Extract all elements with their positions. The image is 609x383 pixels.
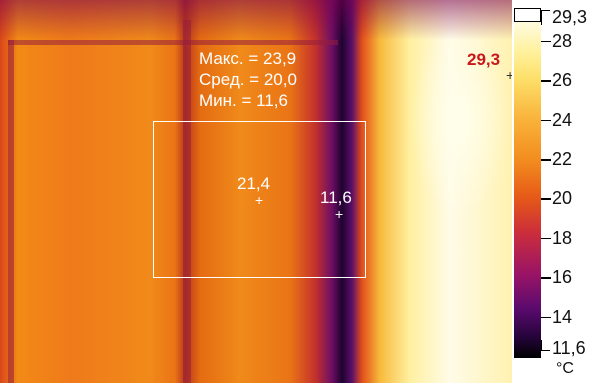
image-shading: [0, 0, 512, 40]
scale-tick: [541, 119, 551, 122]
colorbar: [514, 8, 541, 358]
scale-tick: [541, 277, 551, 279]
scale-min-label: 11,6: [552, 338, 586, 358]
scale-max-bracket: [541, 10, 550, 25]
temperature-scale: 29,3 28 26 24 22 20 18 16 14 11,6 °C: [512, 0, 609, 383]
scale-min-bracket: [541, 340, 550, 351]
scale-tick-label: 24: [552, 109, 573, 130]
scale-tick-label: 14: [552, 306, 573, 327]
cold-spot-crosshair-icon[interactable]: +: [335, 206, 344, 222]
scale-tick: [541, 159, 551, 161]
hot-spot-label: 29,3: [467, 50, 501, 69]
stat-min: Мин. = 11,6: [199, 91, 288, 110]
hot-spot-crosshair-icon[interactable]: +: [506, 67, 512, 83]
roi-stats: Макс. = 23,9 Сред. = 20,0 Мин. = 11,6: [199, 48, 297, 111]
scale-tick-label: 16: [552, 267, 573, 288]
scale-tick-label: 18: [552, 227, 573, 248]
scale-tick: [541, 80, 551, 82]
scale-tick: [541, 316, 551, 319]
stat-avg: Сред. = 20,0: [199, 70, 297, 89]
window-frame-middle: [183, 20, 191, 383]
cold-spot-label: 11,6: [320, 188, 352, 207]
scale-tick-label: 20: [552, 188, 573, 209]
scale-tick-label: 22: [552, 149, 573, 170]
scale-tick-label: 26: [552, 70, 573, 91]
roi-rectangle[interactable]: [153, 121, 366, 278]
scale-tick-label: 28: [552, 30, 573, 51]
scale-tick: [541, 40, 551, 43]
window-frame-left: [8, 40, 14, 383]
scale-tick: [541, 198, 551, 200]
center-spot-crosshair-icon[interactable]: +: [255, 192, 264, 208]
thermal-image[interactable]: Макс. = 23,9 Сред. = 20,0 Мин. = 11,6 29…: [0, 0, 512, 383]
colorbar-cap: [514, 8, 541, 22]
window-frame-top: [8, 40, 338, 45]
center-spot-label: 21,4: [237, 174, 271, 193]
scale-unit: °C: [556, 360, 574, 377]
stat-max: Макс. = 23,9: [199, 49, 297, 68]
scale-tick: [541, 237, 551, 240]
scale-max-label: 29,3: [552, 7, 588, 27]
